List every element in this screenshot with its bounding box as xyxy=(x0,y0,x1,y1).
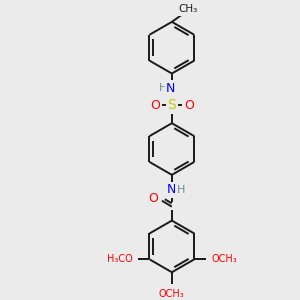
Text: O: O xyxy=(150,99,160,112)
Text: H: H xyxy=(177,185,185,195)
Text: H: H xyxy=(159,83,167,93)
Text: O: O xyxy=(148,192,158,205)
Text: S: S xyxy=(167,98,176,112)
Text: N: N xyxy=(167,183,176,196)
Text: H₃CO: H₃CO xyxy=(107,254,133,264)
Text: OCH₃: OCH₃ xyxy=(211,254,237,264)
Text: OCH₃: OCH₃ xyxy=(159,289,185,299)
Text: O: O xyxy=(184,99,194,112)
Text: CH₃: CH₃ xyxy=(178,4,197,14)
Text: N: N xyxy=(166,82,176,95)
